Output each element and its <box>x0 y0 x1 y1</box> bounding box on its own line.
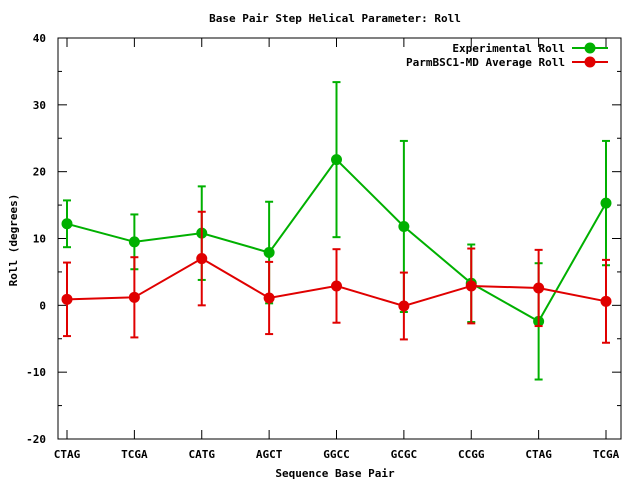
data-point <box>61 293 73 305</box>
series-layer <box>61 81 612 381</box>
x-tick-label: CTAG <box>54 448 81 461</box>
x-tick-label: TCGA <box>121 448 148 461</box>
y-axis: -20 -10 0 10 20 30 40 <box>26 32 621 446</box>
y-tick-label: 20 <box>33 166 46 179</box>
x-tick-label: AGCT <box>256 448 283 461</box>
legend-marker <box>584 56 596 68</box>
data-point <box>128 291 140 303</box>
data-point <box>263 247 275 259</box>
x-axis: CTAG TCGA CATG AGCT GGCC GCGC CCGG CTAG TCGA <box>54 38 620 461</box>
x-tick-label: CATG <box>189 448 216 461</box>
x-tick-label: CCGG <box>458 448 485 461</box>
data-point <box>600 197 612 209</box>
legend-marker <box>584 42 596 54</box>
data-point <box>331 154 342 166</box>
x-tick-label: GGCC <box>323 448 350 461</box>
y-tick-label: 0 <box>39 299 46 312</box>
data-point <box>600 295 612 307</box>
x-tick-label: CTAG <box>525 448 552 461</box>
data-point <box>398 220 410 232</box>
x-tick-label: TCGA <box>593 448 620 461</box>
y-tick-label: 10 <box>33 233 46 246</box>
y-tick-label: 40 <box>33 32 46 45</box>
data-point <box>533 282 545 294</box>
y-axis-label: Roll (degrees) <box>7 194 20 287</box>
y-tick-label: -10 <box>26 366 46 379</box>
y-tick-label: -20 <box>26 433 46 446</box>
y-tick-label: 30 <box>33 99 46 112</box>
data-point <box>128 236 140 248</box>
data-point <box>61 218 73 230</box>
x-tick-label: GCGC <box>391 448 418 461</box>
legend-label: ParmBSC1-MD Average Roll <box>406 56 565 69</box>
chart-title: Base Pair Step Helical Parameter: Roll <box>209 12 461 25</box>
data-point <box>331 280 342 292</box>
x-axis-label: Sequence Base Pair <box>275 467 395 480</box>
data-point <box>398 300 410 312</box>
data-point <box>465 280 477 292</box>
data-point <box>263 292 275 304</box>
data-point <box>196 253 208 265</box>
series-md-average <box>61 210 612 344</box>
legend-label: Experimental Roll <box>452 42 565 55</box>
